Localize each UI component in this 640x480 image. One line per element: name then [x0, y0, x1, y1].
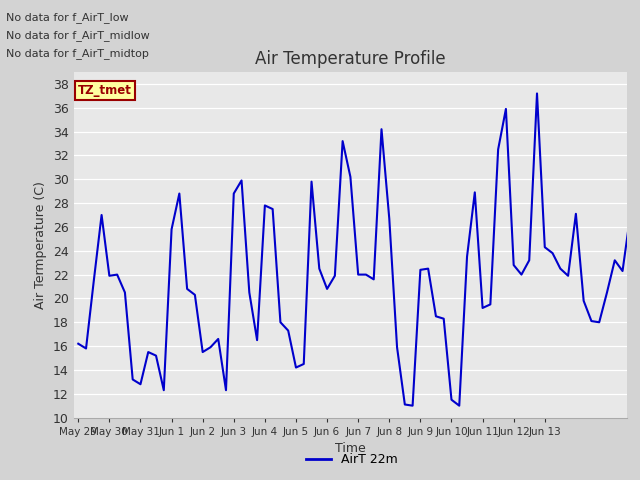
- Text: No data for f_AirT_low: No data for f_AirT_low: [6, 12, 129, 23]
- Text: No data for f_AirT_midlow: No data for f_AirT_midlow: [6, 30, 150, 41]
- Text: TZ_tmet: TZ_tmet: [78, 84, 132, 97]
- Title: Air Temperature Profile: Air Temperature Profile: [255, 49, 445, 68]
- Legend: AirT 22m: AirT 22m: [301, 448, 403, 471]
- Y-axis label: Air Termperature (C): Air Termperature (C): [35, 181, 47, 309]
- X-axis label: Time: Time: [335, 442, 366, 455]
- Text: No data for f_AirT_midtop: No data for f_AirT_midtop: [6, 48, 149, 60]
